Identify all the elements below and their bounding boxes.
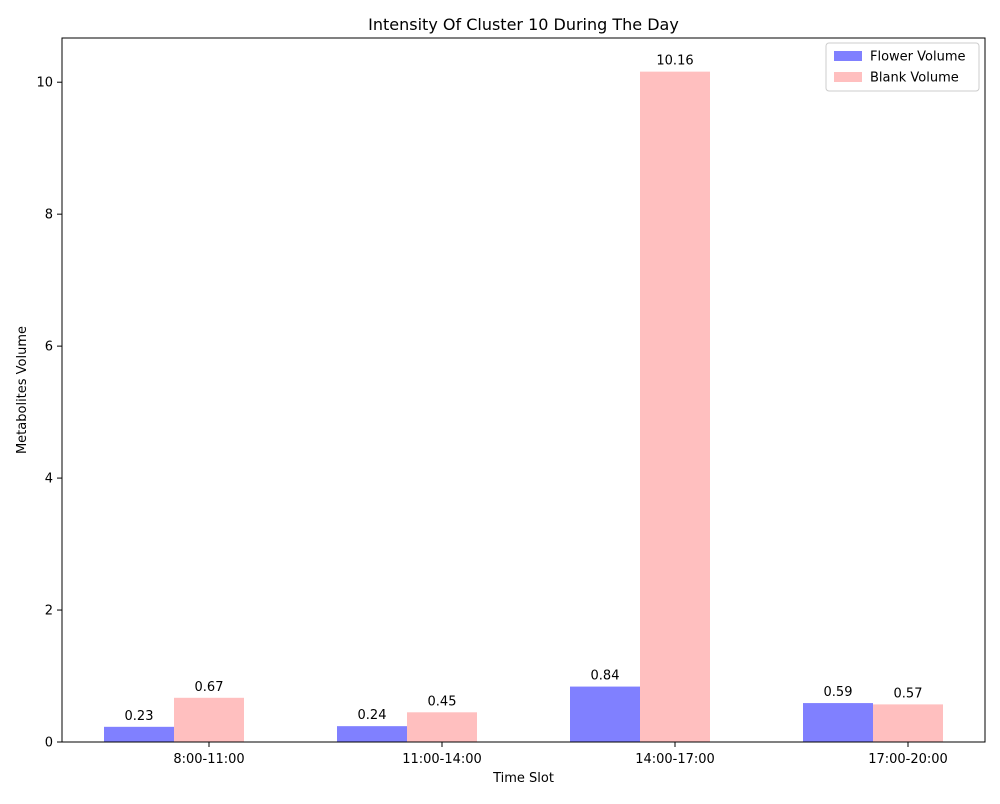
value-label-flower-0: 0.23 (125, 709, 154, 724)
bar-flower-0 (104, 726, 174, 742)
value-label-flower-3: 0.59 (824, 685, 853, 700)
y-tick-label: 8 (45, 208, 53, 223)
y-tick-label: 10 (36, 76, 53, 91)
legend: Flower Volume Blank Volume (825, 42, 980, 92)
legend-box (825, 42, 980, 92)
bar-flower-3 (803, 703, 873, 742)
x-axis: 8:00-11:00 11:00-14:00 14:00-17:00 17:00-20… (173, 742, 948, 767)
value-label-blank-2: 10.16 (656, 54, 693, 69)
legend-entry: Flower Volume (870, 50, 966, 65)
x-tick-label: 14:00-17:00 (635, 752, 715, 767)
bar-blank-0 (174, 697, 244, 742)
value-label-flower-2: 0.84 (591, 669, 620, 684)
bars-group (104, 71, 943, 743)
legend-entry: Blank Volume (870, 71, 959, 86)
bar-flower-1 (337, 726, 407, 742)
plot-frame (61, 37, 986, 743)
legend-swatch (834, 72, 862, 82)
x-tick-label: 17:00-20:00 (868, 752, 948, 767)
y-axis: 0 2 4 6 8 10 (36, 76, 62, 751)
value-labels-group: 0.23 0.67 0.24 0.45 0.84 10.16 0.59 0.57 (125, 54, 923, 724)
chart-title: Intensity Of Cluster 10 During The Day (368, 15, 679, 34)
value-label-blank-0: 0.67 (195, 680, 224, 695)
value-label-blank-1: 0.45 (428, 694, 457, 709)
y-tick-label: 2 (45, 604, 53, 619)
x-tick-label: 11:00-14:00 (402, 752, 482, 767)
y-tick-label: 0 (45, 736, 53, 751)
legend-swatch (834, 51, 862, 61)
x-tick-label: 8:00-11:00 (173, 752, 244, 767)
bar-blank-2 (640, 71, 710, 743)
y-tick-label: 4 (45, 472, 53, 487)
y-axis-label: Metabolites Volume (15, 326, 30, 454)
bar-flower-2 (570, 686, 640, 742)
y-tick-label: 6 (45, 340, 53, 355)
value-label-blank-3: 0.57 (894, 686, 923, 701)
x-axis-label: Time Slot (492, 771, 554, 786)
bar-blank-3 (873, 704, 943, 742)
value-label-flower-1: 0.24 (358, 708, 387, 723)
bar-blank-1 (407, 712, 477, 742)
